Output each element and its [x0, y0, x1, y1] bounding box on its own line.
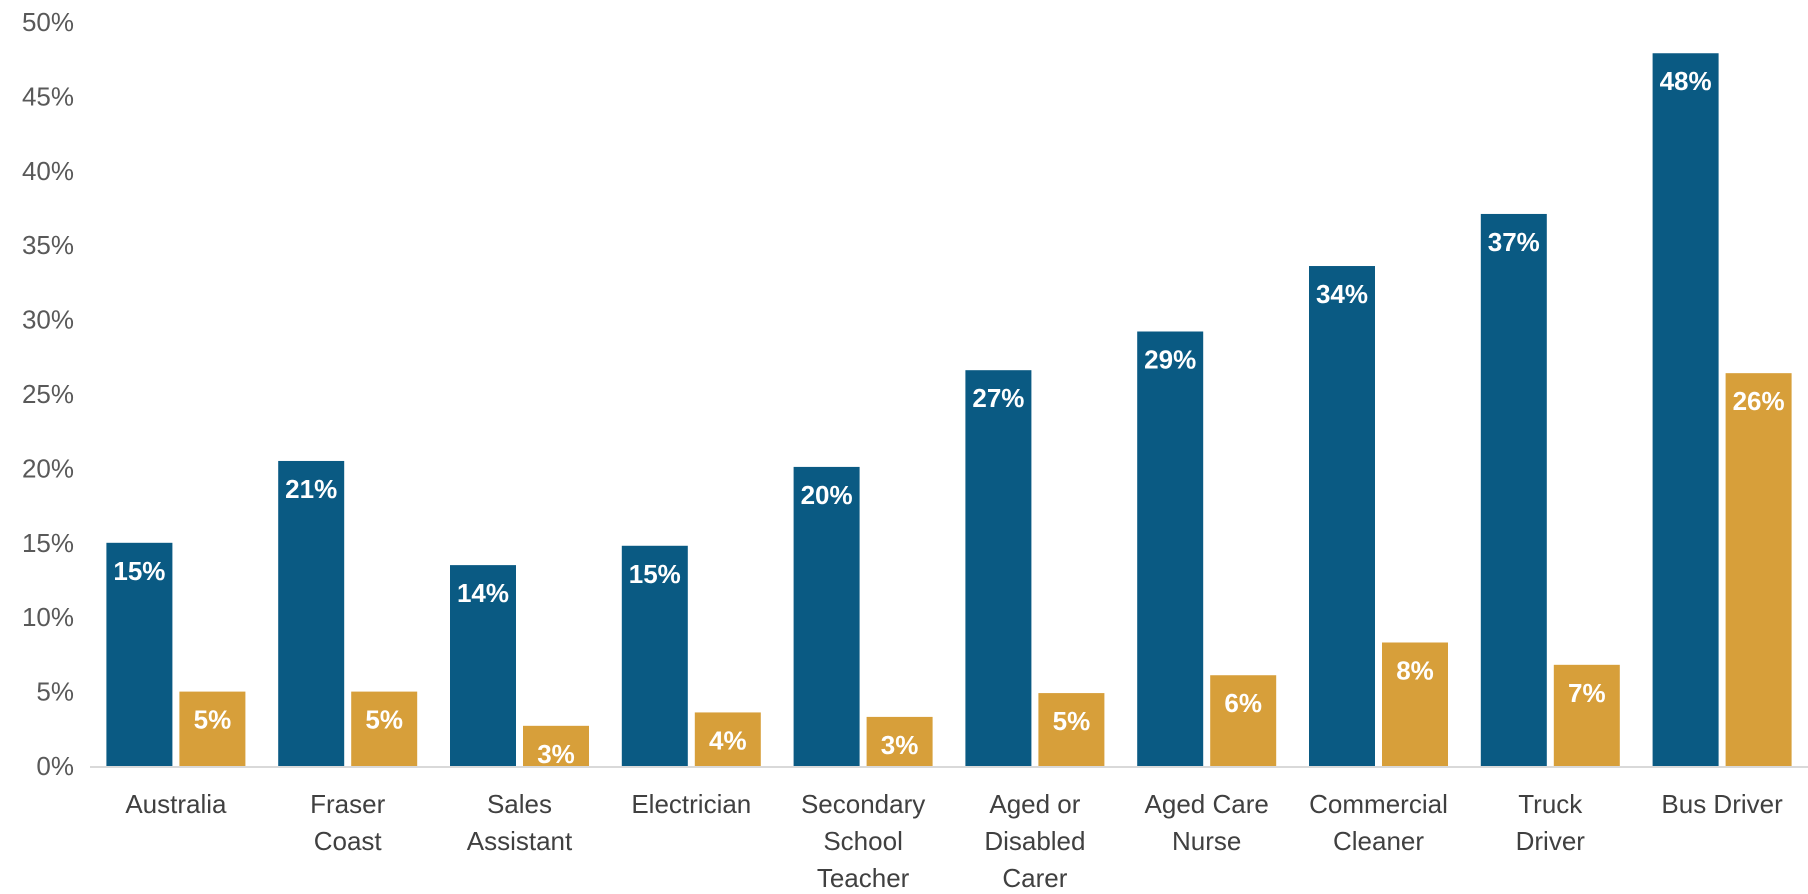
bar-series-2	[523, 725, 589, 766]
data-label: 48%	[1660, 66, 1712, 96]
bar-series-1	[1652, 53, 1719, 767]
bar-group: 34% 8%	[1309, 266, 1448, 766]
data-label: 21%	[285, 474, 337, 504]
bar-series-2	[1038, 693, 1105, 766]
x-category-label-line: Commercial	[1309, 789, 1448, 819]
bar-group: 20% 3%	[793, 466, 933, 766]
data-label: 5%	[194, 705, 232, 735]
x-category-label-line: Secondary	[801, 789, 925, 819]
x-category-label: Electrician	[631, 789, 751, 819]
x-category-label: Secondary School Teacher	[801, 789, 925, 893]
x-category-label-line: Bus Driver	[1661, 789, 1783, 819]
y-axis: 0% 5% 10% 15% 20% 25% 30% 35% 40% 45% 50%	[22, 7, 74, 781]
bar-series-1	[450, 565, 516, 766]
bar-series-1	[1480, 213, 1547, 766]
x-category-label-line: Electrician	[631, 789, 751, 819]
data-label: 5%	[365, 705, 403, 735]
y-tick-label: 50%	[22, 7, 74, 37]
data-label: 29%	[1144, 345, 1196, 375]
bar-group: 21% 5%	[278, 460, 418, 766]
x-category-label-line: Carer	[1002, 863, 1067, 893]
x-category-label-line: Disabled	[984, 826, 1085, 856]
data-label: 6%	[1224, 688, 1262, 718]
data-label: 8%	[1396, 655, 1434, 685]
y-tick-label: 45%	[22, 81, 74, 111]
x-category-label-line: Truck	[1518, 789, 1583, 819]
y-tick-label: 5%	[36, 677, 74, 707]
x-category-label: Australia	[125, 789, 227, 819]
x-category-label: Fraser Coast	[310, 789, 385, 856]
data-label: 20%	[801, 480, 853, 510]
bar-series-1	[621, 545, 688, 766]
x-category-label: Commercial Cleaner	[1309, 789, 1448, 856]
bar-series-2	[351, 691, 418, 766]
data-label: 5%	[1053, 706, 1091, 736]
x-category-label-line: Teacher	[817, 863, 910, 893]
x-category-label-line: Driver	[1516, 826, 1586, 856]
bar-group: 15% 5%	[106, 542, 246, 766]
data-label: 4%	[709, 725, 747, 755]
bar-group: 27% 5%	[965, 370, 1105, 766]
y-tick-label: 15%	[22, 528, 74, 558]
x-category-label-line: Assistant	[467, 826, 573, 856]
x-category-label: Sales Assistant	[467, 789, 573, 856]
bar-series-2	[1553, 664, 1620, 766]
bar-group: 15% 4%	[621, 545, 761, 766]
x-category-label: Aged or Disabled Carer	[984, 789, 1085, 893]
x-category-label: Bus Driver	[1661, 789, 1783, 819]
y-tick-label: 25%	[22, 379, 74, 409]
bar-series-2	[694, 712, 761, 766]
x-category-label-line: Aged or	[989, 789, 1080, 819]
x-category-label-line: Fraser	[310, 789, 385, 819]
bar-series-1	[1309, 266, 1375, 766]
y-tick-label: 10%	[22, 602, 74, 632]
data-label: 34%	[1316, 279, 1368, 309]
bar-series-2	[1725, 373, 1792, 766]
bar-group: 14% 3%	[450, 565, 589, 769]
bar-series-1	[965, 370, 1032, 766]
bar-group: 29% 6%	[1137, 331, 1277, 766]
bar-group: 37% 7%	[1480, 213, 1620, 766]
bar-series-2	[866, 716, 933, 766]
data-label: 15%	[629, 559, 681, 589]
bar-series-1	[1137, 331, 1204, 766]
bar-series-2	[1382, 642, 1448, 766]
data-label: 15%	[113, 556, 165, 586]
x-category-label-line: Nurse	[1172, 826, 1241, 856]
x-category-label-line: Aged Care	[1145, 789, 1269, 819]
bar-series: 15% 5% 21% 5% 14% 3% 15% 4% 20% 3% 27% 5% 29% 6% 34% 8%…	[106, 53, 1792, 769]
x-category-label-line: School	[823, 826, 903, 856]
x-category-label-line: Australia	[125, 789, 227, 819]
data-label: 3%	[881, 730, 919, 760]
x-category-label-line: Cleaner	[1333, 826, 1424, 856]
data-label: 27%	[972, 383, 1024, 413]
y-tick-label: 40%	[22, 156, 74, 186]
bar-series-1	[793, 466, 860, 766]
x-axis: Australia Fraser Coast Sales Assistant Electr…	[125, 789, 1783, 893]
data-label: 14%	[457, 578, 509, 608]
x-category-label-line: Sales	[487, 789, 552, 819]
bar-series-1	[106, 542, 173, 766]
x-category-label: Truck Driver	[1516, 789, 1586, 856]
bar-group: 48% 26%	[1652, 53, 1792, 767]
x-category-label-line: Coast	[314, 826, 383, 856]
data-label: 37%	[1488, 227, 1540, 257]
y-tick-label: 30%	[22, 305, 74, 335]
y-tick-label: 0%	[36, 751, 74, 781]
data-label: 26%	[1733, 386, 1785, 416]
bar-series-2	[1210, 675, 1277, 766]
y-tick-label: 35%	[22, 230, 74, 260]
y-tick-label: 20%	[22, 453, 74, 483]
bar-series-1	[278, 460, 345, 766]
bar-series-2	[179, 691, 246, 766]
data-label: 7%	[1568, 678, 1606, 708]
x-category-label: Aged Care Nurse	[1145, 789, 1269, 856]
data-label: 3%	[537, 739, 575, 769]
